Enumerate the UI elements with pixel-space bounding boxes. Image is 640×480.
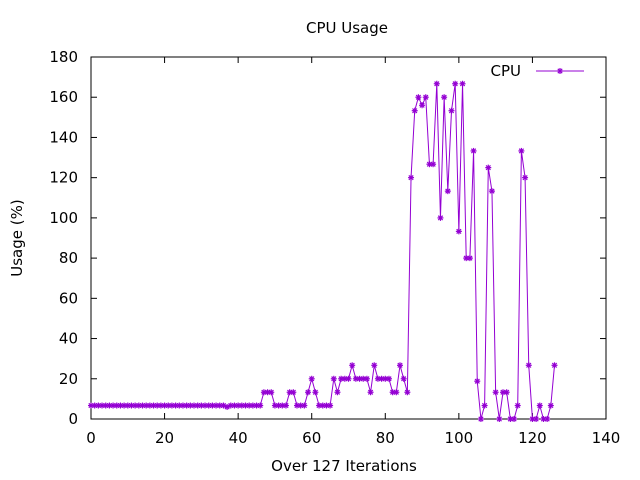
legend-marker-cpu [557, 68, 563, 74]
data-point [525, 362, 532, 369]
data-point [455, 228, 462, 235]
y-tick-label: 180 [49, 48, 78, 66]
data-point [330, 375, 337, 382]
data-point [481, 402, 488, 409]
x-tick-label: 20 [155, 429, 174, 447]
y-axis-ticks: 0 20 40 60 80 100 120 140 160 180 [49, 48, 606, 428]
series-line-cpu [91, 83, 555, 420]
data-point [544, 416, 551, 422]
data-point [268, 389, 275, 396]
data-point [404, 389, 411, 396]
x-tick-label: 40 [229, 429, 248, 447]
data-point [452, 80, 459, 87]
x-tick-label: 0 [86, 429, 96, 447]
data-point [437, 214, 444, 221]
data-point [536, 402, 543, 409]
data-point [411, 107, 418, 114]
data-point [334, 389, 341, 396]
y-tick-label: 0 [68, 410, 78, 428]
data-point [511, 416, 518, 422]
data-point [514, 402, 521, 409]
y-tick-label: 60 [59, 289, 78, 307]
data-point [282, 402, 289, 409]
data-point [547, 402, 554, 409]
data-point [522, 174, 529, 181]
data-point [430, 161, 437, 168]
data-point [470, 147, 477, 154]
series-layer [88, 80, 558, 422]
data-point [466, 255, 473, 262]
y-tick-label: 20 [59, 370, 78, 388]
x-axis-ticks: 0 20 40 60 80 100 120 140 [86, 57, 620, 447]
data-point [477, 416, 484, 422]
data-point [301, 402, 308, 409]
data-point [257, 402, 264, 409]
data-point [551, 362, 558, 369]
legend: CPU [491, 62, 584, 80]
data-point [474, 378, 481, 385]
data-point [533, 416, 540, 422]
x-tick-label: 100 [445, 429, 474, 447]
data-point [349, 362, 356, 369]
data-point [385, 375, 392, 382]
data-point [433, 80, 440, 87]
y-axis-label: Usage (%) [8, 199, 26, 276]
y-tick-label: 80 [59, 249, 78, 267]
data-point [305, 389, 312, 396]
data-point [492, 389, 499, 396]
chart-title: CPU Usage [306, 19, 388, 37]
data-point [312, 389, 319, 396]
data-point [485, 164, 492, 171]
y-tick-label: 160 [49, 88, 78, 106]
data-point [518, 147, 525, 154]
x-tick-label: 80 [376, 429, 395, 447]
y-tick-label: 120 [49, 169, 78, 187]
data-point [503, 389, 510, 396]
data-point [327, 402, 334, 409]
data-point [408, 174, 415, 181]
x-axis-label: Over 127 Iterations [271, 457, 417, 475]
data-point [441, 94, 448, 101]
y-tick-label: 40 [59, 330, 78, 348]
x-tick-label: 140 [592, 429, 621, 447]
legend-point-marker [557, 68, 563, 74]
data-point [419, 102, 426, 109]
data-point [393, 389, 400, 396]
data-point [400, 375, 407, 382]
data-point [488, 188, 495, 195]
data-point [422, 94, 429, 101]
data-point [345, 375, 352, 382]
data-point [290, 389, 297, 396]
data-point [448, 107, 455, 114]
plot-frame [90, 56, 607, 420]
data-point [415, 94, 422, 101]
data-point [363, 375, 370, 382]
data-point [459, 80, 466, 87]
data-point [397, 362, 403, 369]
data-point [308, 375, 315, 382]
data-point [444, 188, 451, 195]
data-point [367, 389, 374, 396]
data-point [496, 416, 503, 422]
y-tick-label: 100 [49, 209, 78, 227]
y-tick-label: 140 [49, 128, 78, 146]
x-tick-label: 60 [302, 429, 321, 447]
legend-label-cpu: CPU [491, 62, 522, 80]
x-tick-label: 120 [518, 429, 547, 447]
data-point [371, 362, 378, 369]
